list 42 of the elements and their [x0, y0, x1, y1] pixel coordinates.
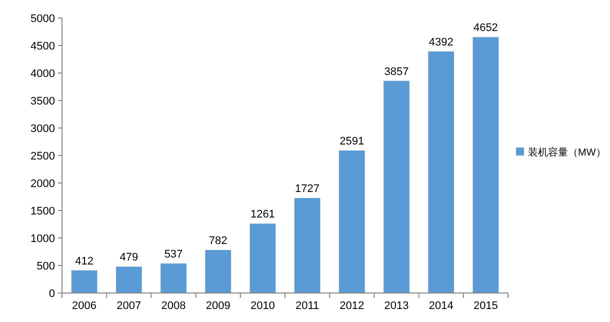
bar	[205, 250, 232, 293]
x-tick-label: 2007	[116, 300, 142, 312]
x-tick-label: 2013	[384, 300, 409, 312]
bar	[250, 224, 276, 293]
x-tick-label: 2009	[206, 300, 230, 312]
bar	[472, 37, 499, 293]
y-tick-label: 5000	[30, 13, 55, 25]
y-tick-label: 3500	[30, 96, 55, 108]
x-tick-label: 2008	[161, 300, 186, 312]
x-tick-label: 2011	[295, 300, 320, 312]
data-label: 4392	[428, 36, 454, 48]
bar	[294, 198, 320, 293]
data-label: 2591	[340, 135, 364, 148]
y-tick-label: 3000	[30, 123, 55, 135]
data-label: 3857	[384, 66, 409, 78]
y-tick-label: 4000	[30, 68, 55, 80]
y-tick-label: 2000	[30, 178, 55, 190]
legend-label: 装机容量（MW）	[528, 146, 606, 158]
data-label: 1261	[250, 208, 275, 221]
data-label: 412	[75, 255, 94, 268]
y-tick-label: 500	[36, 260, 55, 272]
data-label: 782	[208, 234, 228, 247]
y-tick-label: 4500	[30, 40, 55, 52]
y-tick-label: 2500	[30, 150, 55, 162]
x-tick-label: 2012	[340, 300, 364, 312]
y-tick-label: 0	[48, 288, 55, 300]
bar	[116, 266, 142, 293]
bar	[338, 150, 365, 293]
x-tick-label: 2010	[250, 300, 275, 312]
bar	[428, 51, 454, 293]
data-label: 479	[120, 252, 138, 264]
y-tick-label: 1000	[30, 233, 55, 245]
bar	[160, 263, 186, 293]
bar	[71, 270, 98, 293]
bar	[384, 80, 410, 293]
data-label: 4652	[473, 22, 498, 34]
x-tick-label: 2014	[428, 300, 454, 312]
y-tick-label: 1500	[30, 206, 55, 218]
x-tick-label: 2006	[72, 300, 97, 312]
data-label: 1727	[295, 183, 320, 196]
x-tick-label: 2015	[473, 300, 498, 312]
data-label: 537	[164, 248, 183, 260]
